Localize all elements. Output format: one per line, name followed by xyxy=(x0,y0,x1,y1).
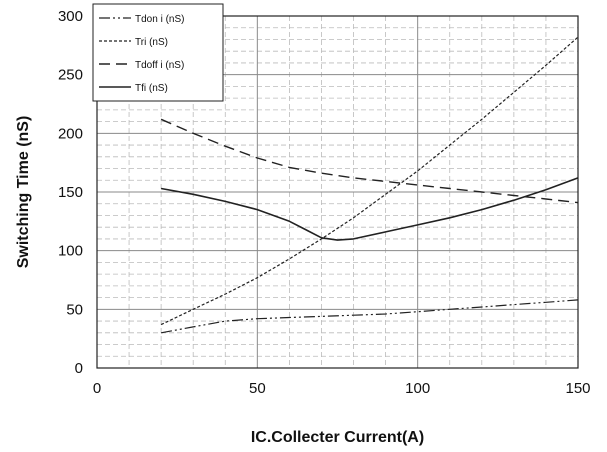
x-axis-title: IC.Collecter Current(A) xyxy=(251,429,424,446)
series-layer xyxy=(160,36,579,334)
y-tick-label: 0 xyxy=(75,360,83,377)
y-tick-label: 50 xyxy=(66,301,83,318)
y-tick-label: 300 xyxy=(58,8,83,25)
y-tick-label: 100 xyxy=(58,243,83,260)
legend-label: Tdoff i (nS) xyxy=(135,60,184,71)
plot-frame xyxy=(96,15,579,369)
x-tick-label: 100 xyxy=(405,380,430,397)
legend-label: Tdon i (nS) xyxy=(135,14,184,25)
series-line-4 xyxy=(160,177,579,241)
legend: Tdon i (nS) Tri (nS) Tdoff i (nS) Tfi (nS) xyxy=(92,3,224,102)
legend-box xyxy=(92,3,224,102)
legend-label: Tfi (nS) xyxy=(135,83,168,94)
legend-label: Tri (nS) xyxy=(135,37,168,48)
x-tick-labels: 0 50 100 150 xyxy=(93,380,591,397)
y-tick-label: 250 xyxy=(58,67,83,84)
x-tick-label: 0 xyxy=(93,380,101,397)
x-tick-label: 150 xyxy=(565,380,590,397)
y-tick-label: 150 xyxy=(58,184,83,201)
series-line-2 xyxy=(160,36,579,326)
series-line-3 xyxy=(160,118,579,204)
x-tick-label: 50 xyxy=(249,380,266,397)
y-tick-labels: 0 50 100 150 200 250 300 xyxy=(58,8,83,377)
y-tick-label: 200 xyxy=(58,125,83,142)
y-axis-title: Switching Time (nS) xyxy=(15,116,32,269)
